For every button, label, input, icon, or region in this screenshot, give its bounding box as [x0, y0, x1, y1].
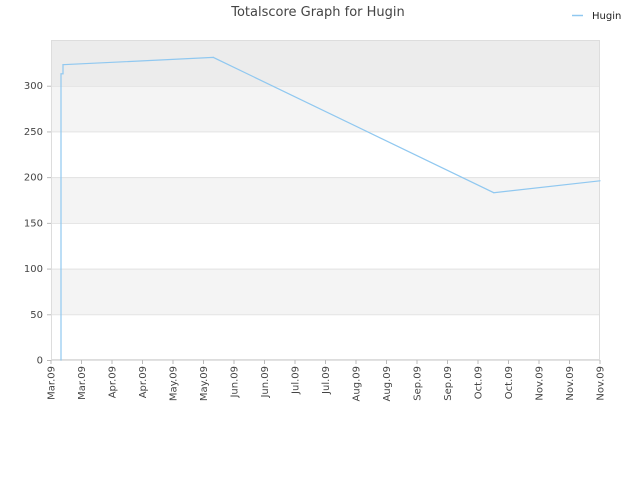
plot-band	[51, 222, 600, 269]
x-tick-label: Apr.09	[108, 366, 119, 398]
legend-label-hugin: Hugin	[592, 11, 621, 22]
x-tick-label: Sep.09	[443, 366, 454, 401]
gridlines	[51, 85, 600, 361]
x-tick-label: May.09	[169, 366, 180, 401]
plot-area-border	[51, 40, 600, 360]
x-tick-label: Mar.09	[77, 366, 88, 400]
legend[interactable]: Hugin	[572, 11, 621, 22]
y-tick-label: 150	[24, 218, 43, 229]
x-tick-label: Apr.09	[138, 366, 149, 398]
data-point-hugin	[599, 180, 601, 182]
y-tick-label: 250	[24, 127, 43, 138]
plot-background-bands	[51, 40, 600, 360]
y-tick-label: 300	[24, 81, 43, 92]
data-point-hugin	[60, 359, 62, 361]
data-point-hugin	[60, 73, 62, 75]
x-tick-label: Mar.09	[47, 366, 58, 400]
x-tick-label: May.09	[199, 366, 210, 401]
x-tick-label: Aug.09	[352, 366, 363, 401]
x-tick-label: Oct.09	[504, 366, 515, 399]
data-point-hugin	[493, 192, 495, 194]
data-point-hugin	[212, 56, 214, 58]
y-tick-label: 50	[30, 310, 43, 321]
plot-band	[51, 268, 600, 315]
x-axis-ticks: Mar.09 Mar.09 Apr.09 Apr.09 May.09 May.09 Jun.…	[47, 360, 607, 401]
x-tick-label: Aug.09	[382, 366, 393, 401]
chart-title: Totalscore Graph for Hugin	[230, 5, 405, 20]
plot-band	[51, 40, 600, 86]
series-layer	[60, 56, 601, 361]
x-tick-label: Oct.09	[474, 366, 485, 399]
plot-band	[51, 85, 600, 132]
y-axis-ticks: 0 50 100 150 200 250 300	[24, 81, 51, 367]
x-tick-label: Jul.09	[291, 366, 302, 395]
y-tick-label: 0	[37, 356, 43, 367]
plot-band	[51, 131, 600, 178]
plot-band	[51, 177, 600, 223]
x-tick-label: Nov.09	[565, 366, 576, 401]
data-point-hugin	[62, 73, 64, 75]
y-tick-label: 100	[24, 264, 43, 275]
x-tick-label: Nov.09	[596, 366, 607, 401]
x-tick-label: Jun.09	[230, 366, 241, 399]
x-tick-label: Jul.09	[321, 366, 332, 395]
y-tick-label: 200	[24, 173, 43, 184]
x-tick-label: Nov.09	[535, 366, 546, 401]
x-tick-label: Jun.09	[260, 366, 271, 399]
x-tick-label: Sep.09	[413, 366, 424, 401]
plot-band	[51, 314, 600, 360]
data-point-hugin	[62, 64, 64, 66]
